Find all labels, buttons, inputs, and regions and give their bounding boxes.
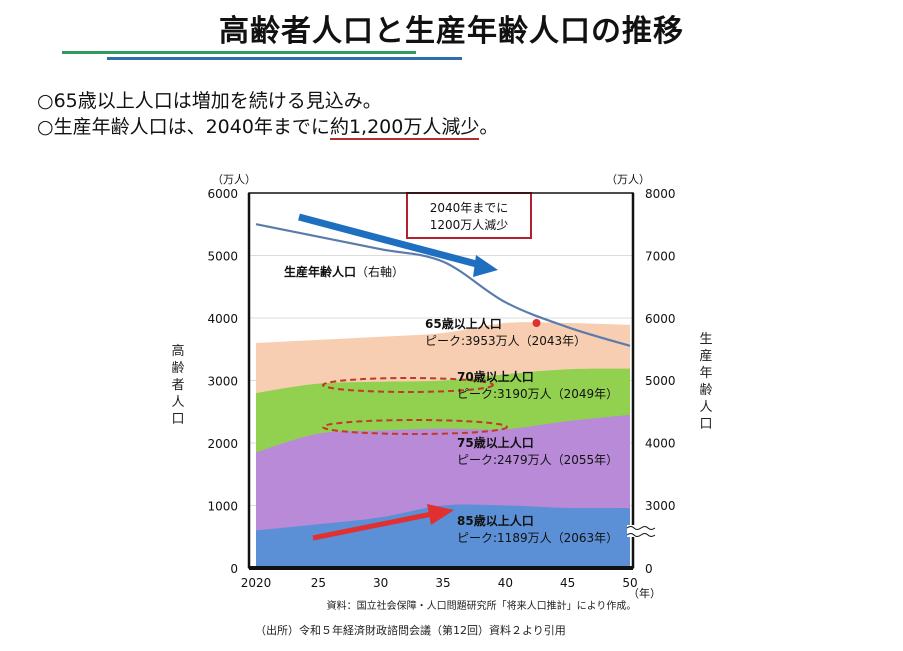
title-rule-blue xyxy=(107,57,462,60)
x-tick-label: 35 xyxy=(435,576,450,590)
x-tick-label: 25 xyxy=(311,576,326,590)
annotation-box xyxy=(406,192,532,239)
right-tick-label: 5000 xyxy=(645,374,676,388)
label-working-age-axis: （右軸） xyxy=(356,264,404,279)
left-axis-unit: （万人） xyxy=(212,173,256,186)
right-axis-unit: （万人） xyxy=(606,173,650,186)
x-tick-label: 2020 xyxy=(241,576,272,590)
source-note: 資料：国立社会保障・人口問題研究所「将来人口推計」により作成。 xyxy=(326,601,637,612)
title-rule-green xyxy=(62,51,416,54)
label-age65-peak: ピーク:3953万人（2043年） xyxy=(425,334,586,348)
bullet-2-text: ○生産年齢人口は、2040年までに xyxy=(37,116,330,138)
x-tick-label: 50 xyxy=(622,576,637,590)
label-working-age: 生産年齢人口（右軸） xyxy=(284,264,404,279)
dashed-highlight-75 xyxy=(322,419,508,435)
left-tick-label: 6000 xyxy=(207,187,238,201)
label-age70-name: 70歳以上人口 xyxy=(457,369,534,384)
left-axis-title: 高齢者人口 xyxy=(171,343,184,427)
bullet-2-end: 。 xyxy=(479,116,499,138)
left-tick-label: 4000 xyxy=(207,312,238,326)
left-tick-label: 2000 xyxy=(207,437,238,451)
increase-arrow-shaft xyxy=(312,511,433,541)
label-age75-name: 75歳以上人口 xyxy=(457,435,534,450)
left-tick-label: 3000 xyxy=(207,375,238,389)
page-title: 高齢者人口と生産年齢人口の推移 xyxy=(219,14,684,49)
label-age85-peak: ピーク:1189万人（2063年） xyxy=(457,531,618,545)
x-tick-label: 45 xyxy=(560,576,575,590)
peak-65-marker xyxy=(532,319,541,327)
dashed-highlight-70 xyxy=(322,377,494,393)
x-axis-unit: （年） xyxy=(628,586,661,600)
summary-bullets: ○65歳以上人口は増加を続ける見込み。 ○生産年齢人口は、2040年までに約1,… xyxy=(37,88,498,140)
axis-break-wave-2 xyxy=(626,533,656,537)
left-tick-label: 1000 xyxy=(207,500,238,514)
annotation-line-2: 1200万人減少 xyxy=(430,217,509,232)
label-age85-name: 85歳以上人口 xyxy=(457,513,534,528)
left-tick-label: 0 xyxy=(230,562,238,576)
right-tick-label: 4000 xyxy=(645,437,676,451)
annotation-line-1: 2040年までに xyxy=(430,201,509,215)
x-tick-label: 40 xyxy=(498,576,513,590)
trend-arrow-shaft xyxy=(298,213,485,270)
citation-note: （出所）令和５年経済財政諮問会議（第12回）資料２より引用 xyxy=(255,624,566,637)
left-tick-label: 5000 xyxy=(207,250,238,264)
working-age-line xyxy=(255,223,631,347)
bullet-1: ○65歳以上人口は増加を続ける見込み。 xyxy=(37,90,382,112)
trend-arrow-head xyxy=(473,255,498,277)
right-tick-label: 0 xyxy=(645,562,653,576)
right-tick-label: 3000 xyxy=(645,499,676,513)
bullet-2-emphasis: 約1,200万人減少 xyxy=(329,116,480,140)
right-tick-label: 6000 xyxy=(645,312,676,326)
right-tick-label: 8000 xyxy=(645,187,676,201)
label-age75-peak: ピーク:2479万人（2055年） xyxy=(457,453,618,467)
increase-arrow-head xyxy=(427,504,454,525)
right-axis-title: 生産年齢人口 xyxy=(699,332,712,432)
label-working-age-name: 生産年齢人口 xyxy=(284,264,356,279)
label-age70-peak: ピーク:3190万人（2049年） xyxy=(457,387,618,401)
label-age65-name: 65歳以上人口 xyxy=(425,316,502,331)
x-tick-label: 30 xyxy=(373,576,388,590)
area-age85-plus xyxy=(256,504,630,568)
right-tick-label: 7000 xyxy=(645,249,676,263)
axis-break-wave-1 xyxy=(626,526,656,530)
bullet-2: ○生産年齢人口は、2040年までに約1,200万人減少。 xyxy=(37,114,498,140)
